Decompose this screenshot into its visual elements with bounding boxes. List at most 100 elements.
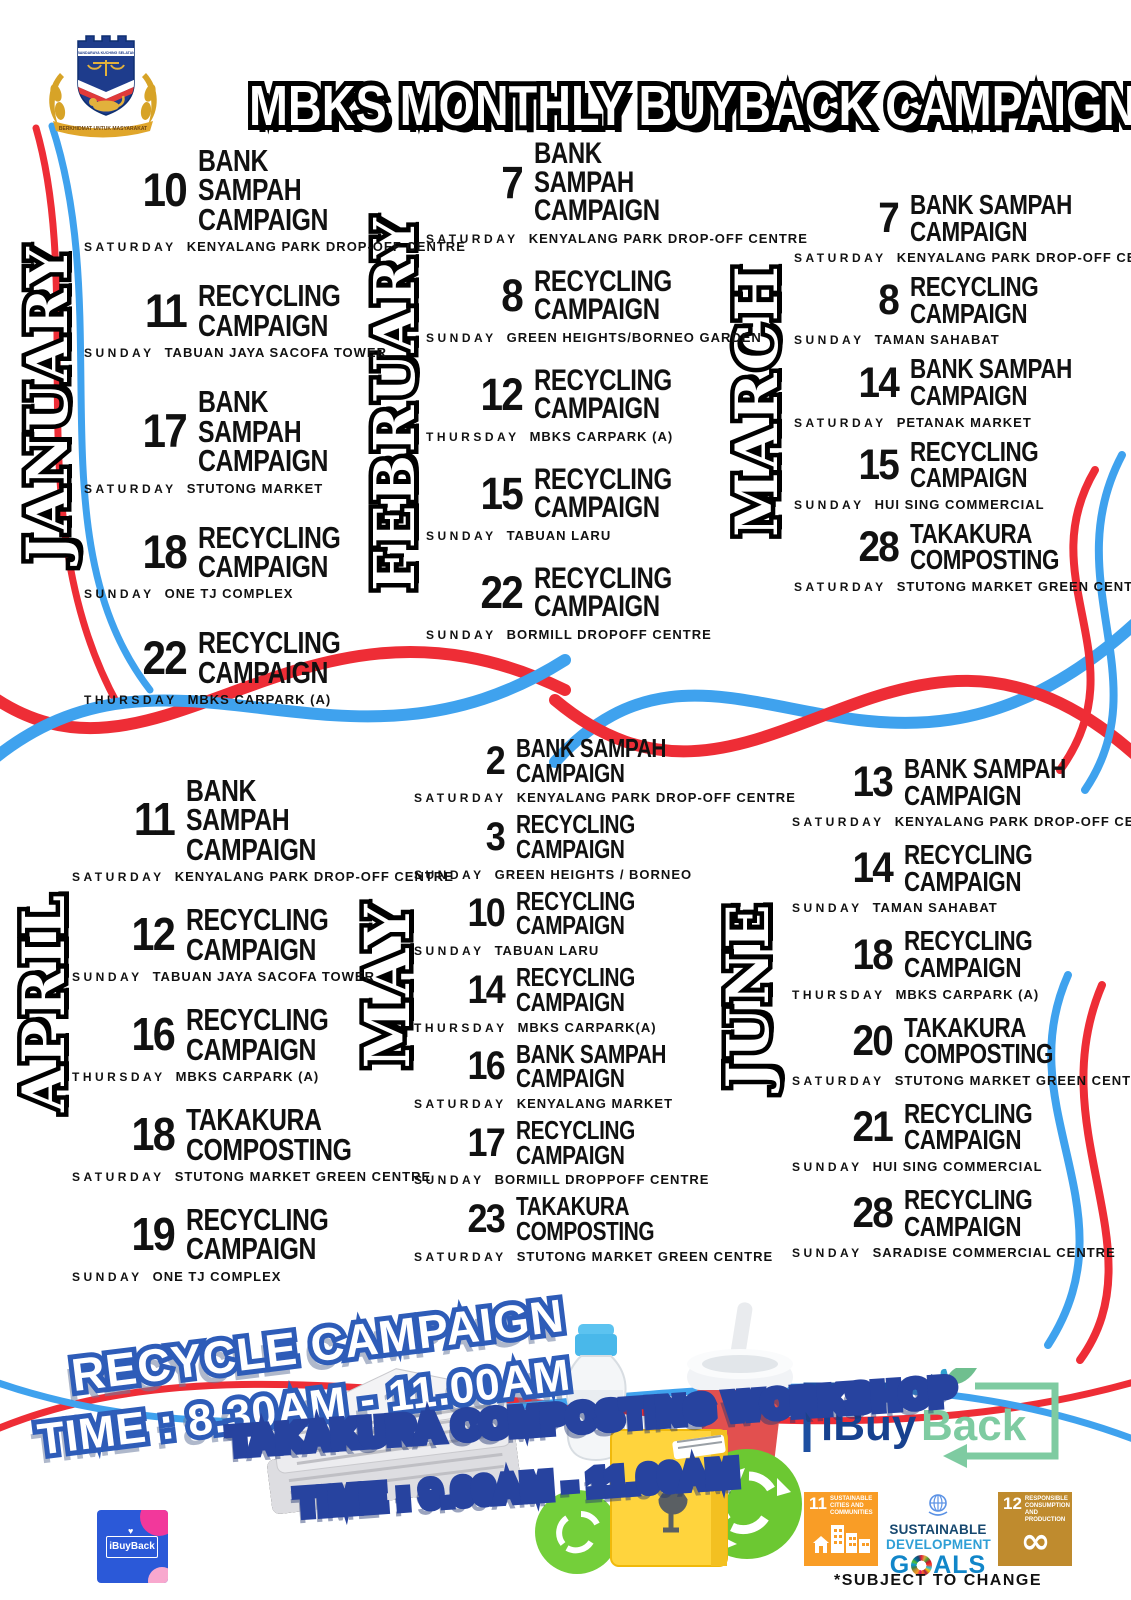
event-meta: THURSDAY MBKS CARPARK(A) bbox=[408, 1020, 738, 1035]
event-meta: THURSDAY MBKS CARPARK (A) bbox=[786, 987, 1131, 1002]
month-label-january: JANUARY bbox=[15, 244, 81, 562]
event-date: 8 bbox=[878, 276, 900, 325]
event-title: RECYCLING CAMPAIGN bbox=[186, 902, 329, 967]
event-location: GREEN HEIGHTS/BORNEO GARDEN bbox=[506, 329, 762, 345]
event-day: SATURDAY bbox=[72, 870, 165, 885]
svg-text:BANDARAYA KUCHING SELATAN: BANDARAYA KUCHING SELATAN bbox=[77, 51, 135, 55]
event-location: ONE TJ COMPLEX bbox=[152, 1268, 282, 1284]
event-meta: SATURDAY STUTONG MARKET bbox=[78, 481, 396, 496]
event-day: SATURDAY bbox=[84, 481, 177, 496]
event-day: SUNDAY bbox=[792, 1246, 863, 1261]
calendar-event: 11 BANK SAMPAH CAMPAIGN SATURDAY KENYALA… bbox=[66, 775, 453, 885]
event-day: SUNDAY bbox=[72, 970, 143, 985]
event-date: 7 bbox=[878, 194, 900, 243]
sdg11-number: 11 bbox=[809, 1494, 827, 1513]
event-meta: SATURDAY KENYALANG PARK DROP-OFF CENTRE bbox=[786, 814, 1131, 829]
event-location: KENYALANG PARK DROP-OFF CENTRE bbox=[896, 250, 1131, 266]
event-location: MBKS CARPARK (A) bbox=[895, 986, 1040, 1002]
event-location: MBKS CARPARK(A) bbox=[517, 1019, 657, 1035]
calendar-event: 12 RECYCLING CAMPAIGN SUNDAY TABUAN JAYA… bbox=[66, 902, 396, 984]
event-date: 10 bbox=[142, 163, 188, 216]
event-date: 13 bbox=[852, 758, 894, 807]
event-meta: SUNDAY HUI SING COMMERCIAL bbox=[786, 1159, 1131, 1174]
lightpink-circle-decoration bbox=[148, 1567, 168, 1583]
event-meta: SUNDAY TAMAN SAHABAT bbox=[786, 900, 1131, 915]
event-meta: THURSDAY MBKS CARPARK (A) bbox=[420, 429, 745, 444]
event-date: 16 bbox=[467, 1044, 506, 1089]
event-title: RECYCLING CAMPAIGN bbox=[904, 925, 1033, 983]
event-title: RECYCLING CAMPAIGN bbox=[516, 885, 635, 941]
event-meta: THURSDAY MBKS CARPARK (A) bbox=[78, 692, 396, 707]
event-day: SATURDAY bbox=[792, 815, 885, 830]
event-day: SUNDAY bbox=[414, 944, 485, 959]
event-day: SUNDAY bbox=[794, 333, 865, 348]
event-location: MBKS CARPARK (A) bbox=[529, 428, 674, 444]
event-day: THURSDAY bbox=[72, 1070, 166, 1085]
event-location: TABUAN LARU bbox=[494, 943, 600, 959]
svg-text:BERKHIDMAT UNTUK MASYARAKAT: BERKHIDMAT UNTUK MASYARAKAT bbox=[59, 126, 147, 132]
event-meta: SUNDAY GREEN HEIGHTS/BORNEO GARDEN bbox=[420, 330, 761, 345]
event-meta: SUNDAY TABUAN JAYA SACOFA TOWER bbox=[66, 969, 396, 984]
event-title: RECYCLING CAMPAIGN bbox=[904, 839, 1033, 897]
ibuyback-small-logo: ♥ iBuyBack bbox=[97, 1510, 168, 1583]
calendar-event: 10 BANK SAMPAH CAMPAIGN SATURDAY KENYALA… bbox=[78, 143, 465, 254]
event-date: 17 bbox=[142, 404, 188, 458]
event-day: SUNDAY bbox=[794, 497, 865, 512]
event-location: MBKS CARPARK (A) bbox=[175, 1069, 320, 1085]
sdg11-buildings-icon bbox=[813, 1524, 870, 1553]
event-day: SATURDAY bbox=[794, 579, 887, 594]
event-day: SUNDAY bbox=[792, 1159, 863, 1174]
event-date: 14 bbox=[852, 844, 894, 893]
calendar-event: 19 RECYCLING CAMPAIGN SUNDAY ONE TJ COMP… bbox=[66, 1204, 396, 1284]
event-day: SUNDAY bbox=[426, 528, 497, 543]
event-date: 3 bbox=[485, 815, 506, 860]
month-column-january: 10 BANK SAMPAH CAMPAIGN SATURDAY KENYALA… bbox=[78, 143, 465, 734]
event-date: 23 bbox=[467, 1196, 506, 1241]
calendar-event: 14 RECYCLING CAMPAIGN SUNDAY TAMAN SAHAB… bbox=[786, 839, 1131, 916]
event-location: BORMILL DROPOFF CENTRE bbox=[506, 626, 712, 642]
event-date: 22 bbox=[480, 566, 524, 618]
event-location: TABUAN LARU bbox=[506, 527, 612, 543]
event-title: RECYCLING CAMPAIGN bbox=[198, 625, 341, 690]
mbks-crest-logo: BERKHIDMAT UNTUK MASYARAKAT BANDARAYA KU… bbox=[49, 35, 157, 138]
event-location: KENYALANG MARKET bbox=[516, 1095, 674, 1111]
calendar-event: 16 RECYCLING CAMPAIGN THURSDAY MBKS CARP… bbox=[66, 1004, 396, 1085]
event-title: BANK SAMPAH CAMPAIGN bbox=[516, 733, 667, 788]
event-date: 16 bbox=[131, 1007, 176, 1060]
event-title: BANK SAMPAH CAMPAIGN bbox=[910, 353, 1072, 411]
event-date: 18 bbox=[852, 930, 894, 979]
event-date: 12 bbox=[480, 368, 524, 420]
calendar-event: 14 BANK SAMPAH CAMPAIGN SATURDAY PETANAK… bbox=[788, 353, 1131, 430]
event-day: SUNDAY bbox=[792, 901, 863, 916]
event-date: 15 bbox=[480, 467, 524, 519]
event-location: STUTONG MARKET GREEN CENTRE bbox=[516, 1248, 774, 1264]
event-location: KENYALANG PARK DROP-OFF CENTRE bbox=[516, 790, 796, 806]
sdg11-label: SUSTAINABLE CITIES AND COMMUNITIES bbox=[829, 1496, 873, 1516]
event-title: TAKAKURA COMPOSTING bbox=[910, 517, 1060, 576]
event-date: 8 bbox=[501, 269, 524, 321]
sdg12-badge: 12 RESPONSIBLE CONSUMPTION AND PRODUCTIO… bbox=[998, 1492, 1072, 1566]
calendar-event: 12 RECYCLING CAMPAIGN THURSDAY MBKS CARP… bbox=[420, 365, 745, 444]
event-title: RECYCLING CAMPAIGN bbox=[910, 271, 1039, 329]
month-label-april: APRIL bbox=[10, 892, 78, 1112]
event-meta: SATURDAY KENYALANG PARK DROP-OFF CENTRE bbox=[66, 869, 453, 885]
month-column-march: 7 BANK SAMPAH CAMPAIGN SATURDAY KENYALAN… bbox=[788, 190, 1131, 603]
event-title: BANK SAMPAH CAMPAIGN bbox=[198, 143, 328, 237]
calendar-event: 18 RECYCLING CAMPAIGN THURSDAY MBKS CARP… bbox=[786, 925, 1131, 1002]
calendar-event: 13 BANK SAMPAH CAMPAIGN SATURDAY KENYALA… bbox=[786, 754, 1131, 829]
event-location: BORMILL DROPPOFF CENTRE bbox=[494, 1172, 710, 1188]
calendar-event: 22 RECYCLING CAMPAIGN THURSDAY MBKS CARP… bbox=[78, 625, 396, 707]
event-day: SUNDAY bbox=[426, 627, 497, 642]
calendar-event: 17 BANK SAMPAH CAMPAIGN SATURDAY STUTONG… bbox=[78, 386, 396, 496]
calendar-event: 21 RECYCLING CAMPAIGN SUNDAY HUI SING CO… bbox=[786, 1099, 1131, 1174]
event-date: 19 bbox=[131, 1207, 176, 1260]
event-date: 14 bbox=[858, 358, 900, 407]
event-location: ONE TJ COMPLEX bbox=[164, 586, 294, 602]
event-date: 2 bbox=[485, 738, 506, 783]
calendar-event: 14 RECYCLING CAMPAIGN THURSDAY MBKS CARP… bbox=[408, 964, 738, 1035]
calendar-event: 7 BANK SAMPAH CAMPAIGN SATURDAY KENYALAN… bbox=[788, 190, 1131, 265]
event-day: SUNDAY bbox=[84, 587, 155, 602]
event-title: BANK SAMPAH CAMPAIGN bbox=[516, 1038, 667, 1094]
event-meta: SATURDAY KENYALANG PARK DROP-OFF CENTRE bbox=[788, 250, 1131, 265]
